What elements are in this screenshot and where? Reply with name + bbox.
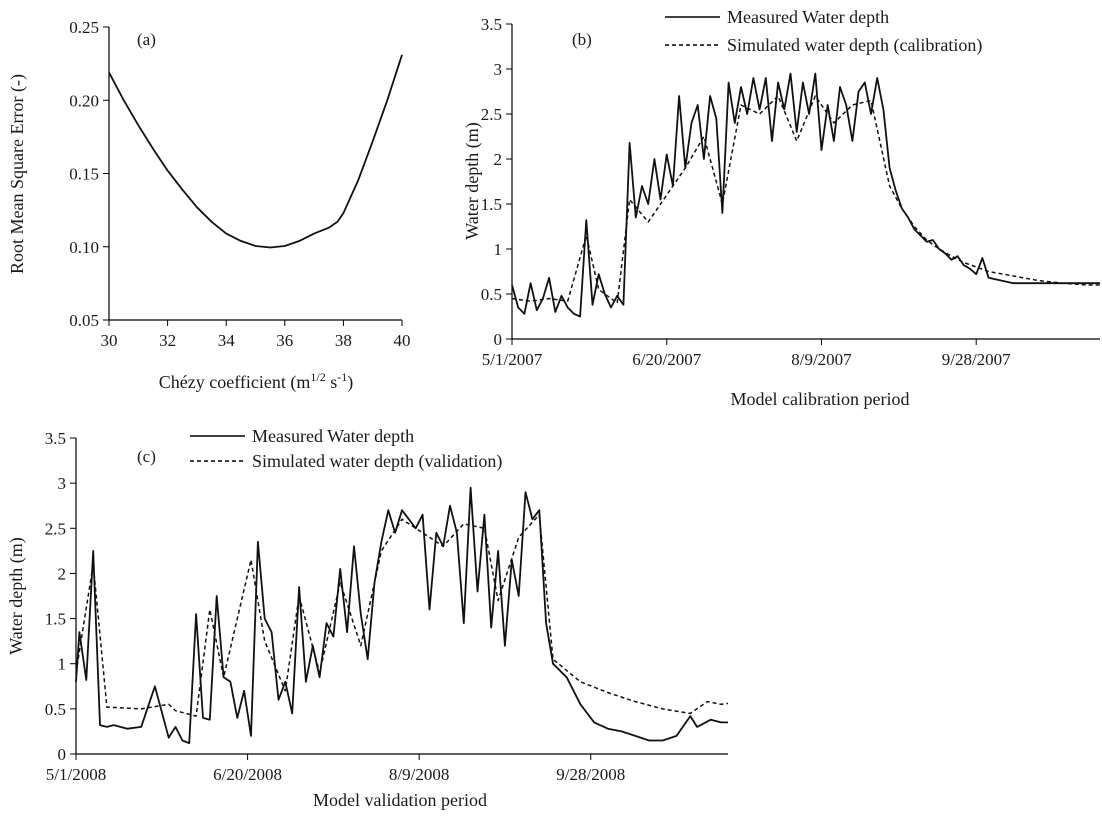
y-tick-label: 1 bbox=[494, 240, 503, 259]
y-tick-label: 0 bbox=[58, 745, 67, 764]
y-tick-label: 2 bbox=[494, 150, 503, 169]
panel-b-y-ticks: 0 0.5 1 1.5 2 2.5 3 3.5 bbox=[481, 15, 512, 349]
panel-a-x-ticks: 30 32 34 36 38 40 bbox=[101, 320, 411, 350]
panel-a-y-ticks: 0.05 0.10 0.15 0.20 0.25 bbox=[69, 18, 109, 330]
panel-b-series bbox=[511, 72, 1100, 318]
panel-b-label: (b) bbox=[572, 30, 592, 49]
x-tick-label: 9/28/2008 bbox=[556, 765, 625, 784]
x-tick-label: 6/20/2007 bbox=[632, 350, 701, 369]
y-tick-label: 2.5 bbox=[481, 105, 502, 124]
x-tick-label: 36 bbox=[276, 331, 293, 350]
panel-b-x-axis-title: Model calibration period bbox=[731, 389, 910, 409]
y-tick-label: 2.5 bbox=[45, 519, 66, 538]
panel-c-series bbox=[75, 486, 729, 745]
y-tick-label: 3.5 bbox=[45, 429, 66, 448]
simulated-series-line bbox=[75, 513, 729, 717]
panel-a-x-axis-title: Chézy coefficient (m1/2 s-1) bbox=[159, 370, 353, 393]
panel-b-legend-measured: Measured Water depth bbox=[727, 7, 889, 27]
panel-c-legend: Measured Water depth Simulated water dep… bbox=[190, 426, 502, 472]
y-tick-label: 1 bbox=[58, 655, 67, 674]
y-tick-label: 0.5 bbox=[45, 700, 66, 719]
panel-b-chart: (b) Model calibration period Water depth… bbox=[462, 7, 1100, 409]
x-tick-label: 9/28/2007 bbox=[942, 350, 1011, 369]
y-tick-label: 0.25 bbox=[69, 18, 99, 37]
panel-a-chart: (a) Chézy coefficient (m1/2 s-1) Root Me… bbox=[7, 18, 411, 393]
y-tick-label: 3.5 bbox=[481, 15, 502, 34]
panel-c-legend-simulated: Simulated water depth (validation) bbox=[252, 451, 502, 472]
panel-a-series bbox=[108, 54, 403, 249]
measured-series-line bbox=[75, 486, 728, 745]
panel-b-y-axis-title: Water depth (m) bbox=[462, 122, 483, 240]
y-tick-label: 1.5 bbox=[45, 610, 66, 629]
x-tick-label: 6/20/2008 bbox=[213, 765, 282, 784]
simulated-series-line bbox=[511, 95, 1100, 304]
x-tick-label: 30 bbox=[101, 331, 118, 350]
panel-a-label: (a) bbox=[137, 30, 156, 49]
rmse-curve bbox=[108, 54, 403, 249]
y-tick-label: 0.10 bbox=[69, 238, 99, 257]
y-tick-label: 0 bbox=[494, 330, 503, 349]
panel-c-chart: (c) Model validation period Water depth … bbox=[6, 426, 729, 810]
panel-b-legend: Measured Water depth Simulated water dep… bbox=[665, 7, 982, 56]
panel-b-legend-simulated: Simulated water depth (calibration) bbox=[727, 35, 982, 56]
x-tick-label: 34 bbox=[218, 331, 236, 350]
panel-a-y-axis-title: Root Mean Square Error (-) bbox=[7, 74, 28, 274]
y-tick-label: 2 bbox=[58, 564, 67, 583]
x-tick-label: 8/9/2008 bbox=[389, 765, 449, 784]
y-tick-label: 0.5 bbox=[481, 285, 502, 304]
y-tick-label: 3 bbox=[58, 474, 67, 493]
x-tick-label: 38 bbox=[335, 331, 352, 350]
panel-c-y-axis-title: Water depth (m) bbox=[6, 537, 27, 655]
x-tick-label: 32 bbox=[159, 331, 176, 350]
y-tick-label: 0.20 bbox=[69, 91, 99, 110]
x-tick-label: 5/1/2007 bbox=[482, 350, 543, 369]
panel-c-legend-measured: Measured Water depth bbox=[252, 426, 414, 446]
x-tick-label: 8/9/2007 bbox=[791, 350, 852, 369]
panel-c-x-axis-title: Model validation period bbox=[313, 790, 487, 810]
x-tick-label: 40 bbox=[394, 331, 411, 350]
panel-c-label: (c) bbox=[137, 447, 156, 466]
panel-b-x-ticks: 5/1/2007 6/20/2007 8/9/2007 9/28/2007 bbox=[482, 339, 1011, 369]
y-tick-label: 3 bbox=[494, 60, 503, 79]
measured-series-line bbox=[511, 72, 1100, 318]
y-tick-label: 1.5 bbox=[481, 195, 502, 214]
panel-c-x-ticks: 5/1/2008 6/20/2008 8/9/2008 9/28/2008 bbox=[46, 754, 625, 784]
y-tick-label: 0.15 bbox=[69, 165, 99, 184]
y-tick-label: 0.05 bbox=[69, 311, 99, 330]
x-tick-label: 5/1/2008 bbox=[46, 765, 106, 784]
panel-c-y-ticks: 0 0.5 1 1.5 2 2.5 3 3.5 bbox=[45, 429, 76, 764]
